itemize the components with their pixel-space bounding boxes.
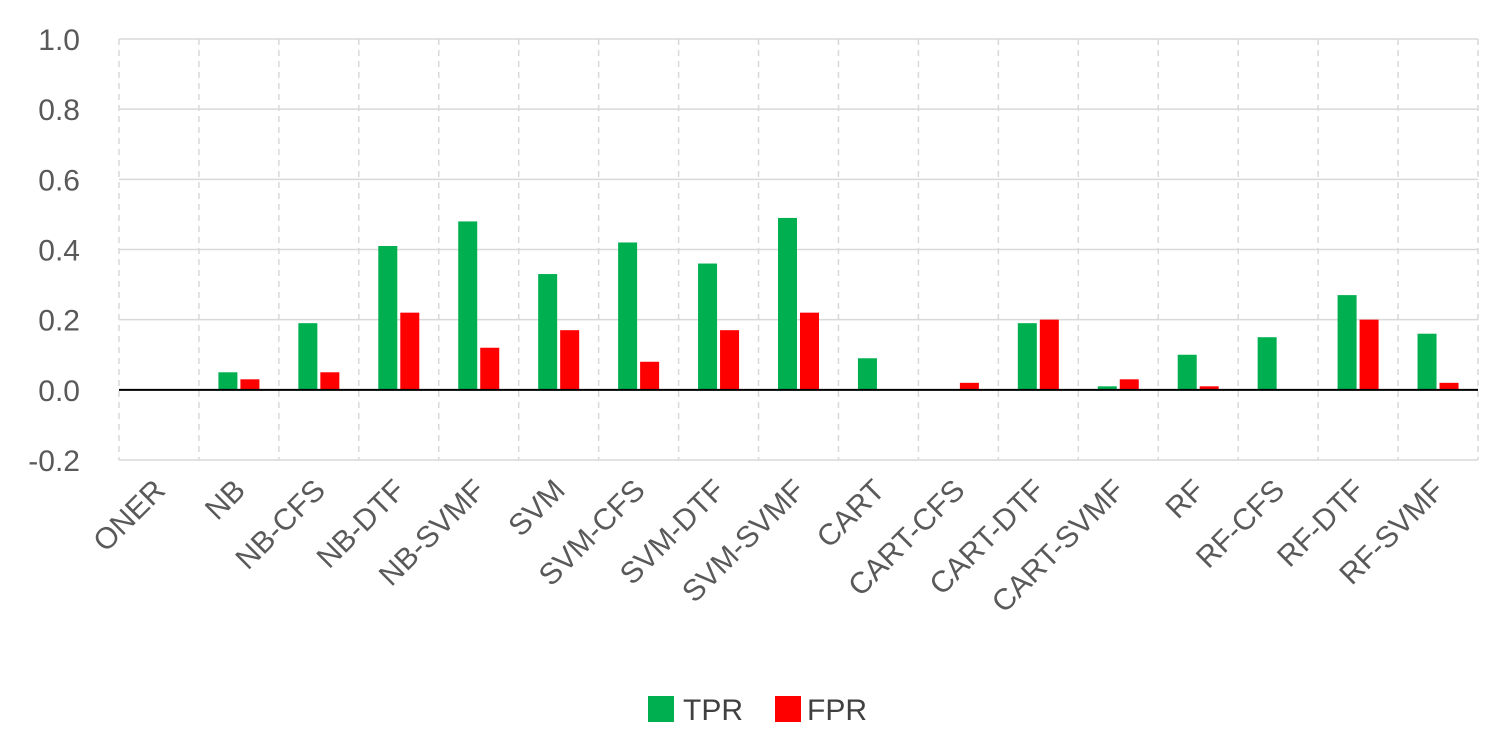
bar-fpr — [400, 312, 420, 390]
y-tick-label: 0.2 — [38, 305, 80, 338]
y-tick-label: 0.0 — [38, 375, 80, 408]
bar-fpr — [959, 382, 979, 390]
bar-fpr — [1119, 379, 1139, 390]
y-tick-label: 0.8 — [38, 94, 80, 127]
y-tick-label: 0.4 — [38, 235, 80, 268]
category-label: ONER — [87, 474, 172, 559]
bar-tpr — [458, 221, 478, 390]
bar-fpr — [480, 347, 500, 390]
bar-tpr — [538, 274, 558, 390]
bar-fpr — [640, 361, 660, 390]
category-label: RF — [1160, 474, 1212, 526]
y-tick-label: 1.0 — [38, 24, 80, 57]
bar-tpr — [1177, 354, 1197, 390]
bar-fpr — [720, 330, 740, 390]
bar-tpr — [378, 245, 398, 390]
category-label: NB — [199, 474, 252, 527]
bar-fpr — [1199, 386, 1219, 390]
bar-tpr — [1337, 295, 1357, 390]
category-label: SVM — [502, 474, 571, 543]
legend-label-fpr: FPR — [807, 694, 867, 727]
legend-swatch-fpr — [775, 696, 801, 722]
category-label: NB-CFS — [230, 474, 332, 576]
bar-fpr — [800, 312, 819, 390]
bar-fpr — [1039, 319, 1059, 390]
y-tick-label: -0.2 — [28, 445, 80, 478]
bar-fpr — [1439, 382, 1459, 390]
bar-tpr — [298, 323, 318, 390]
bar-tpr — [618, 242, 638, 390]
bar-tpr — [1257, 337, 1277, 390]
legend: TPR FPR — [648, 694, 867, 727]
bars — [218, 217, 1459, 390]
y-tick-label: 0.6 — [38, 164, 80, 197]
bar-tpr — [857, 358, 877, 390]
category-label: RF-CFS — [1190, 474, 1291, 575]
bar-fpr — [560, 330, 580, 390]
legend-swatch-tpr — [648, 696, 674, 722]
grid — [118, 38, 1479, 461]
bar-fpr — [320, 372, 340, 390]
bar-tpr — [1097, 386, 1117, 390]
y-axis-tick-labels: 1.0 0.8 0.6 0.4 0.2 0.0 -0.2 — [28, 24, 80, 478]
bar-tpr — [1417, 333, 1437, 390]
bar-tpr — [218, 372, 238, 390]
bar-tpr — [698, 263, 718, 390]
legend-label-tpr: TPR — [683, 694, 743, 727]
bar-tpr — [778, 217, 797, 390]
bar-tpr — [1017, 323, 1037, 390]
bar-fpr — [1359, 319, 1379, 390]
bar-fpr — [240, 379, 260, 390]
